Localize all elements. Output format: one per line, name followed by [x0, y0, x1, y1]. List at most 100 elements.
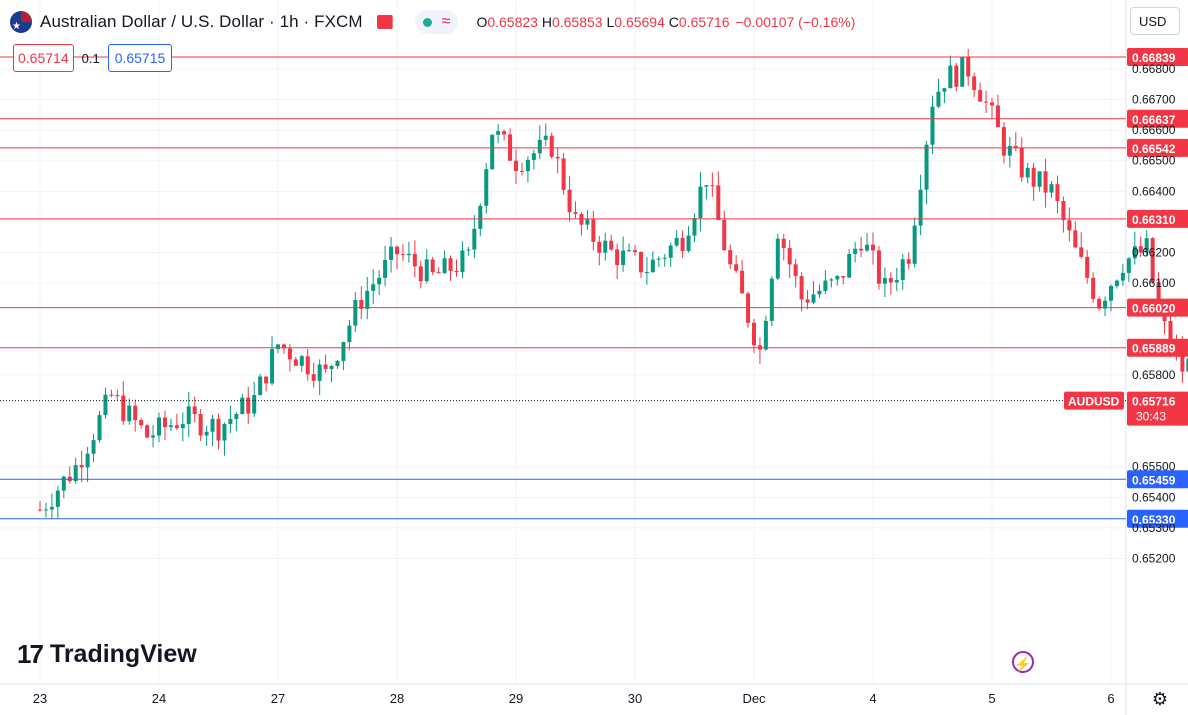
close-value: 0.65716 [678, 14, 730, 30]
open-value: 0.65823 [487, 14, 538, 30]
level-label-bg [1127, 509, 1188, 528]
candle-body [484, 169, 489, 206]
candle-body [192, 406, 197, 415]
candle-body [924, 144, 929, 190]
price-tick-label: 0.66100 [1132, 276, 1176, 290]
candle-body [383, 259, 388, 278]
candle-body [1031, 167, 1036, 187]
change-value: −0.00107 (−0.16%) [735, 14, 856, 30]
candle-body [662, 257, 667, 259]
candle-body [430, 259, 435, 273]
candle-body [1079, 247, 1084, 257]
candle-body [549, 135, 554, 157]
candle-body [1097, 298, 1102, 309]
candle-body [603, 240, 608, 253]
candle-body [1114, 280, 1119, 287]
candle-body [859, 248, 864, 251]
candle-body [299, 356, 304, 366]
candle-body [1067, 220, 1072, 231]
candle-body [121, 395, 126, 422]
buy-button[interactable]: 0.65715 [107, 44, 173, 72]
chart-header: ★ Australian Dollar / U.S. Dollar · 1h ·… [10, 9, 855, 35]
spread-value: 0.1 [81, 50, 100, 66]
level-label-bg [1127, 209, 1188, 228]
candle-body [49, 506, 54, 510]
candle-body [519, 170, 524, 172]
candle-body [1049, 184, 1054, 193]
symbol-tag-bg [1064, 391, 1124, 410]
candle-body [91, 440, 96, 454]
price-tick-label: 0.65400 [1132, 490, 1176, 504]
candle-body [942, 88, 947, 92]
candle-body [73, 465, 78, 482]
candle-body [585, 219, 590, 225]
candle-body [948, 65, 953, 89]
candle-body [627, 250, 632, 252]
candle-body [1132, 246, 1137, 259]
ohlc-readout: O 0.65823 H 0.65853 L 0.65694 C 0.65716 −0.0… [476, 14, 856, 30]
price-tick-label: 0.65200 [1132, 552, 1176, 566]
candle-body [638, 252, 643, 273]
candle-body [240, 397, 245, 415]
candle-body [781, 238, 786, 249]
candle-body [972, 76, 977, 91]
candle-body [448, 258, 453, 271]
candle-body [55, 490, 60, 507]
candle-body [561, 158, 566, 190]
candle-body [305, 356, 310, 375]
candle-body [900, 259, 905, 280]
indicator-pill[interactable]: ≈ [414, 10, 459, 34]
candle-body [876, 250, 881, 284]
candle-body [984, 101, 989, 103]
candle-body [1061, 201, 1066, 221]
candle-body [1037, 171, 1042, 187]
candle-body [466, 249, 471, 251]
candle-body [359, 300, 364, 309]
aud-usd-flag-icon: ★ [10, 11, 32, 33]
candle-body [990, 102, 994, 106]
candle-body [1043, 171, 1048, 193]
candle-body [918, 189, 923, 226]
last-price-label: 0.65716 [1132, 395, 1176, 409]
flash-icon[interactable]: ⚡ [1012, 651, 1034, 673]
candle-body [270, 348, 275, 384]
candle-body [1180, 349, 1185, 372]
candle-body [157, 417, 161, 436]
candle-body [936, 91, 941, 107]
candle-body [995, 105, 1000, 128]
level-label: 0.66839 [1132, 51, 1176, 65]
symbol-title[interactable]: Australian Dollar / U.S. Dollar · 1h · F… [40, 12, 363, 31]
candle-body [799, 276, 804, 300]
candle-body [287, 348, 292, 360]
currency-selector[interactable]: USD [1130, 7, 1180, 35]
candle-body [591, 219, 596, 242]
candle-body [817, 290, 822, 295]
candle-body [960, 57, 965, 87]
price-tick-label: 0.66600 [1132, 123, 1176, 137]
market-open-dot-icon [422, 17, 432, 27]
time-tick-label: Dec [742, 691, 766, 706]
candle-body [615, 249, 620, 265]
countdown-label: 30:43 [1136, 410, 1166, 424]
candle-body [829, 279, 834, 281]
candle-body [793, 264, 798, 277]
settings-gear-icon[interactable]: ⚙ [1151, 689, 1169, 709]
candle-body [537, 139, 542, 154]
time-tick-label: 30 [628, 691, 642, 706]
candle-body [460, 250, 465, 273]
candle-body [61, 476, 66, 491]
candle-body [740, 270, 745, 294]
candle-body [377, 277, 382, 285]
alert-flag-icon[interactable] [376, 15, 393, 29]
candle-body [930, 106, 935, 145]
candle-body [1013, 145, 1018, 148]
candle-body [424, 259, 429, 282]
candle-body [109, 394, 114, 396]
candle-body [525, 159, 530, 172]
last-price-bg [1127, 391, 1188, 426]
sell-button[interactable]: 0.65714 [13, 44, 74, 72]
price-tick-label: 0.66200 [1132, 246, 1176, 260]
candle-body [1055, 184, 1060, 202]
level-label: 0.65330 [1132, 513, 1176, 527]
